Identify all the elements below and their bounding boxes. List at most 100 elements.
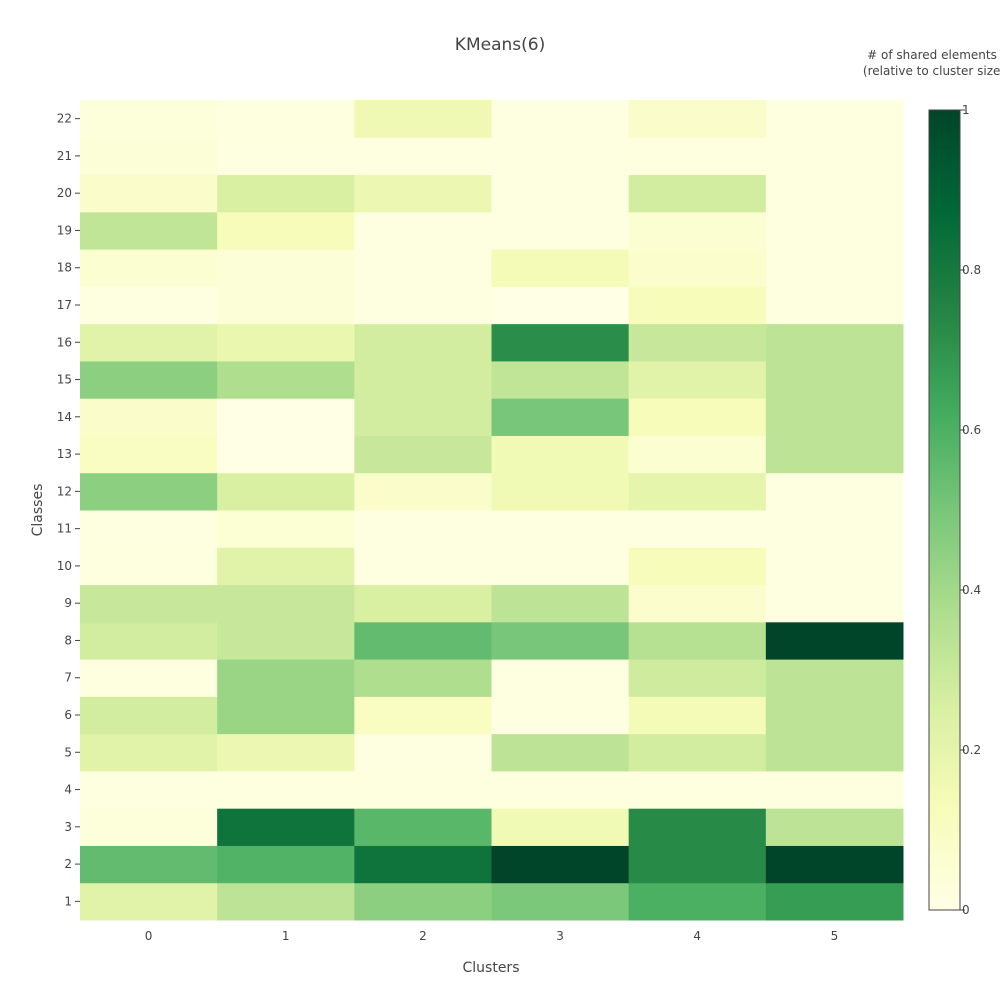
heatmap-cell-class20-cluster0 — [80, 174, 218, 213]
heatmap-cell-class13-cluster4 — [628, 435, 767, 474]
heatmap-cell-class6-cluster5 — [765, 696, 904, 735]
y-tick-label: 2 — [64, 857, 72, 871]
colorbar-tick-label: 0 — [962, 903, 970, 917]
heatmap-cell-class21-cluster1 — [217, 137, 355, 176]
colorbar-title-line1: # of shared elements — [867, 48, 997, 62]
heatmap-cell-class21-cluster5 — [765, 137, 904, 176]
heatmap-cell-class9-cluster1 — [217, 584, 355, 623]
heatmap-cell-class12-cluster0 — [80, 472, 218, 511]
heatmap-cell-class9-cluster2 — [354, 584, 492, 623]
heatmap-cell-class1-cluster2 — [354, 882, 492, 921]
heatmap-cell-class5-cluster5 — [765, 733, 904, 772]
heatmap-cell-class12-cluster1 — [217, 472, 355, 511]
heatmap-cell-class3-cluster2 — [354, 808, 492, 846]
heatmap-cell-class15-cluster2 — [354, 360, 492, 399]
heatmap-cells — [80, 100, 904, 921]
heatmap-cell-class17-cluster1 — [217, 286, 355, 325]
heatmap-cell-class15-cluster0 — [80, 360, 218, 399]
heatmap-cell-class17-cluster2 — [354, 286, 492, 325]
heatmap-cell-class3-cluster4 — [628, 808, 767, 846]
heatmap-cell-class8-cluster2 — [354, 621, 492, 660]
x-tick-label: 2 — [419, 929, 427, 943]
heatmap-cell-class15-cluster3 — [491, 360, 630, 399]
heatmap-cell-class4-cluster2 — [354, 770, 492, 809]
heatmap-cell-class1-cluster0 — [80, 882, 218, 921]
x-tick-label: 3 — [556, 929, 564, 943]
heatmap-cell-class14-cluster5 — [765, 398, 904, 436]
heatmap-cell-class16-cluster1 — [217, 323, 355, 362]
y-tick-label: 11 — [57, 522, 72, 536]
heatmap-cell-class4-cluster1 — [217, 770, 355, 809]
y-tick-label: 20 — [57, 186, 72, 200]
heatmap-cell-class5-cluster4 — [628, 733, 767, 772]
heatmap-cell-class1-cluster1 — [217, 882, 355, 921]
heatmap-cell-class4-cluster5 — [765, 770, 904, 809]
y-tick-label: 19 — [57, 223, 72, 237]
heatmap-cell-class3-cluster3 — [491, 808, 630, 846]
y-tick-label: 21 — [57, 149, 72, 163]
heatmap-cell-class10-cluster2 — [354, 547, 492, 586]
colorbar — [928, 109, 961, 911]
colorbar-tick-label: 0.2 — [962, 743, 981, 757]
heatmap-cell-class10-cluster5 — [765, 547, 904, 586]
y-tick-label: 17 — [57, 298, 72, 312]
y-tick-label: 15 — [57, 373, 72, 387]
heatmap-cell-class20-cluster3 — [491, 174, 630, 213]
colorbar-tick-label: 0.8 — [962, 263, 981, 277]
heatmap-cell-class6-cluster1 — [217, 696, 355, 735]
heatmap-cell-class5-cluster0 — [80, 733, 218, 772]
heatmap-cell-class10-cluster3 — [491, 547, 630, 586]
chart-title: KMeans(6) — [455, 35, 545, 55]
heatmap-cell-class13-cluster2 — [354, 435, 492, 474]
heatmap-cell-class22-cluster2 — [354, 100, 492, 138]
heatmap-cell-class8-cluster3 — [491, 621, 630, 660]
heatmap-cell-class5-cluster1 — [217, 733, 355, 772]
y-tick-label: 13 — [57, 447, 72, 461]
heatmap-cell-class16-cluster5 — [765, 323, 904, 362]
heatmap-cell-class2-cluster4 — [628, 845, 767, 884]
y-tick-label: 10 — [57, 559, 72, 573]
heatmap-cell-class22-cluster5 — [765, 100, 904, 138]
heatmap-cell-class6-cluster0 — [80, 696, 218, 735]
x-axis-label: Clusters — [463, 960, 520, 976]
heatmap-cell-class10-cluster1 — [217, 547, 355, 586]
heatmap-cell-class17-cluster3 — [491, 286, 630, 325]
heatmap-cell-class10-cluster4 — [628, 547, 767, 586]
heatmap-cell-class8-cluster0 — [80, 621, 218, 660]
heatmap-cell-class12-cluster3 — [491, 472, 630, 511]
x-tick-label: 0 — [145, 929, 153, 943]
heatmap-cell-class8-cluster1 — [217, 621, 355, 660]
heatmap-cell-class19-cluster4 — [628, 211, 767, 250]
heatmap-cell-class21-cluster2 — [354, 137, 492, 176]
colorbar-tick-label: 0.4 — [962, 583, 981, 597]
heatmap-cell-class7-cluster0 — [80, 659, 218, 697]
heatmap-cell-class20-cluster1 — [217, 174, 355, 213]
heatmap-cell-class20-cluster4 — [628, 174, 767, 213]
heatmap-cell-class22-cluster3 — [491, 100, 630, 138]
heatmap-cell-class9-cluster3 — [491, 584, 630, 623]
heatmap-cell-class19-cluster5 — [765, 211, 904, 250]
heatmap-cell-class1-cluster3 — [491, 882, 630, 921]
y-tick-label: 7 — [64, 671, 72, 685]
heatmap-cell-class13-cluster5 — [765, 435, 904, 474]
heatmap-cell-class18-cluster5 — [765, 249, 904, 287]
heatmap-cell-class12-cluster4 — [628, 472, 767, 511]
y-tick-label: 5 — [64, 745, 72, 759]
y-tick-label: 22 — [57, 112, 72, 126]
heatmap-cell-class7-cluster1 — [217, 659, 355, 697]
heatmap-cell-class3-cluster1 — [217, 808, 355, 846]
y-tick-label: 18 — [57, 261, 72, 275]
heatmap-cell-class6-cluster2 — [354, 696, 492, 735]
heatmap-cell-class21-cluster0 — [80, 137, 218, 176]
heatmap-cell-class20-cluster5 — [765, 174, 904, 213]
heatmap-cell-class14-cluster2 — [354, 398, 492, 436]
y-tick-label: 12 — [57, 484, 72, 498]
heatmap-cell-class1-cluster4 — [628, 882, 767, 921]
heatmap-cell-class7-cluster3 — [491, 659, 630, 697]
heatmap-cell-class10-cluster0 — [80, 547, 218, 586]
heatmap-cell-class5-cluster2 — [354, 733, 492, 772]
heatmap-cell-class3-cluster0 — [80, 808, 218, 846]
heatmap-cell-class1-cluster5 — [765, 882, 904, 921]
